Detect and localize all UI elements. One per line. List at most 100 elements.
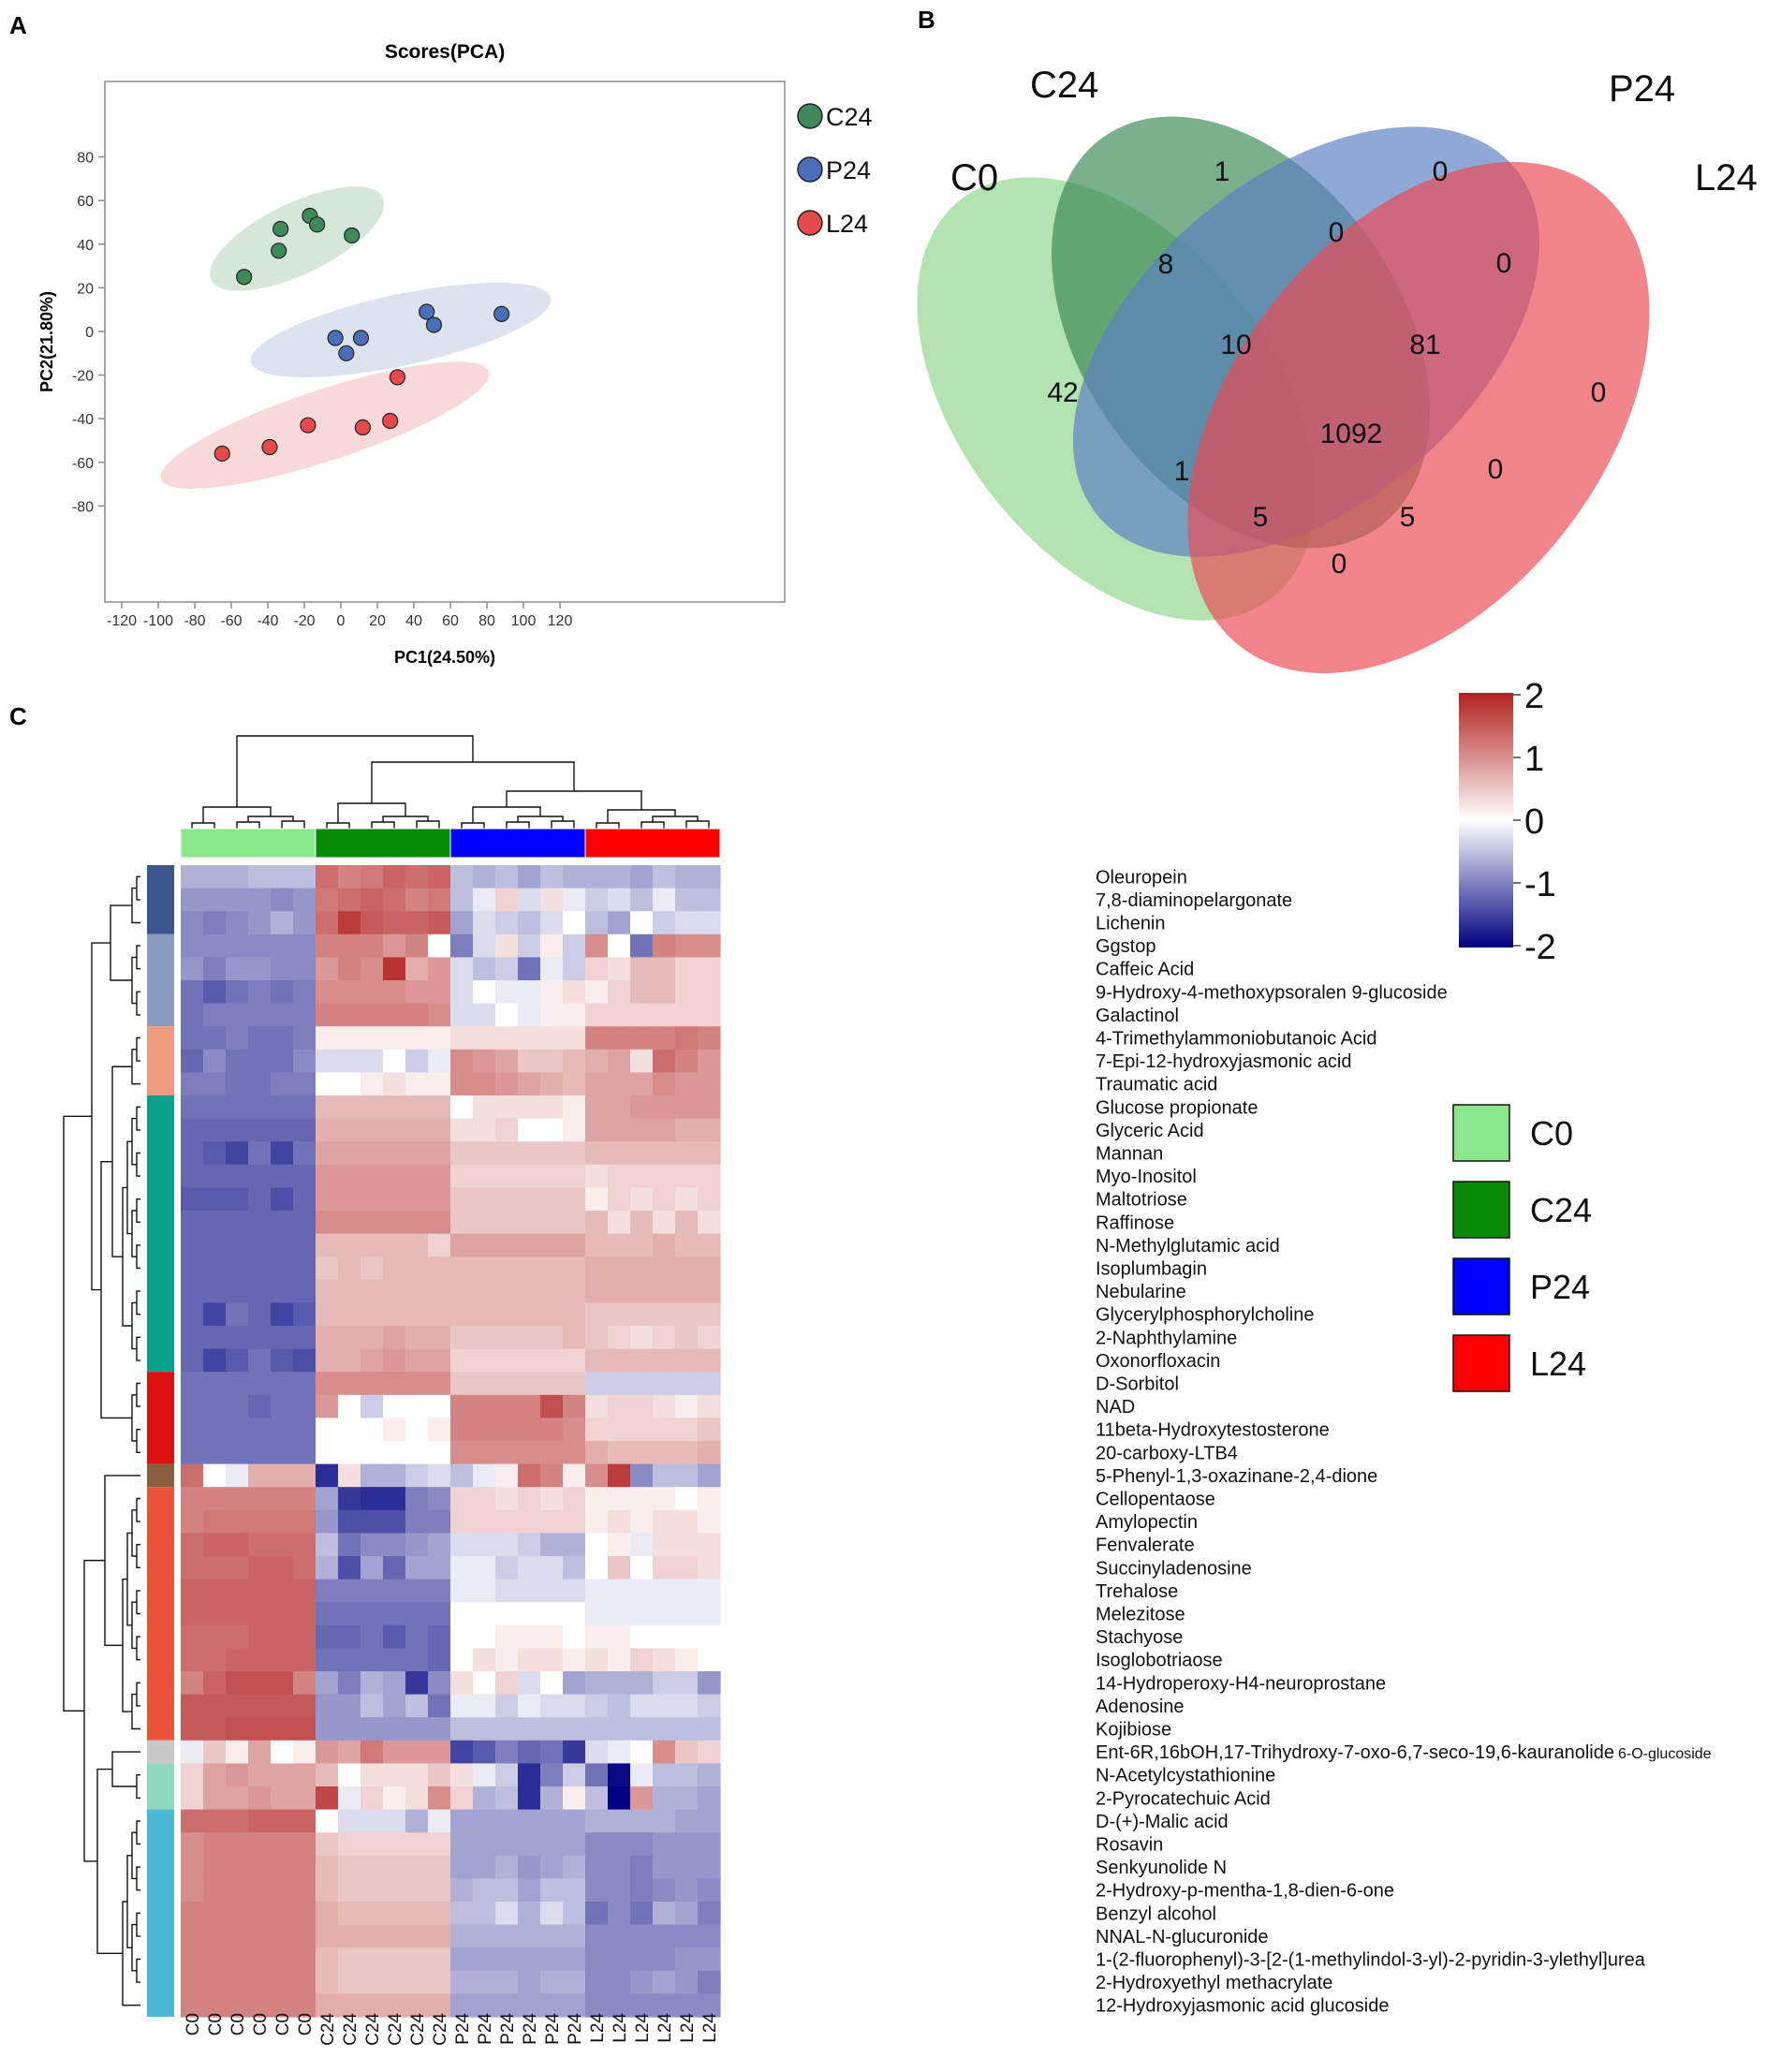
heatmap-cell	[653, 1441, 676, 1465]
heatmap-cell	[675, 1003, 699, 1027]
heatmap-cell	[608, 1418, 631, 1442]
heatmap-cell	[203, 1786, 227, 1811]
heatmap-cell	[698, 1579, 721, 1603]
heatmap-cell	[518, 1372, 541, 1396]
heatmap-cell	[630, 933, 654, 958]
heatmap-cell	[675, 1648, 699, 1672]
column-label: P24	[498, 2013, 518, 2045]
heatmap-cell	[203, 911, 227, 935]
heatmap-cell	[248, 1279, 272, 1303]
heatmap-cell	[608, 1141, 631, 1166]
heatmap-cell	[271, 1326, 294, 1350]
heatmap-cell	[450, 1855, 474, 1879]
heatmap-cell	[181, 1326, 204, 1350]
heatmap-cell	[630, 957, 654, 981]
heatmap-cell	[271, 1394, 294, 1418]
pca-legend-label-p24: P24	[826, 156, 871, 184]
heatmap-cell	[271, 1211, 294, 1235]
heatmap-cell	[653, 1602, 676, 1626]
heatmap-cell	[653, 1372, 676, 1396]
heatmap-cell	[540, 1141, 564, 1166]
heatmap-cell	[473, 1809, 496, 1833]
heatmap-cell	[585, 1095, 609, 1120]
heatmap-cell	[203, 1624, 227, 1649]
heatmap-cell	[405, 1624, 429, 1649]
heatmap-cell	[653, 1418, 676, 1442]
row-cluster-bar	[147, 1487, 174, 1741]
heatmap-cell	[248, 1072, 272, 1096]
heatmap-cell	[495, 1118, 519, 1142]
heatmap-cell	[495, 1509, 519, 1534]
heatmap-cell	[293, 1970, 316, 1994]
heatmap-cell	[361, 1993, 384, 2018]
heatmap-cell	[518, 1947, 541, 1972]
heatmap-cell	[405, 1809, 429, 1833]
column-labels: C0 C0 C0 C0 C0 C0 C24 C24 C24 C24 C24 C24 P24 P24 P24 P…	[184, 2013, 720, 2046]
heatmap-cell	[428, 1993, 451, 2018]
heatmap-cell	[316, 933, 339, 958]
heatmap-cell	[495, 1141, 519, 1166]
heatmap-cell	[428, 1556, 451, 1580]
heatmap-cell	[293, 1095, 316, 1120]
heatmap-cell	[675, 1902, 699, 1926]
heatmap-cell	[563, 1487, 586, 1511]
heatmap-cell	[608, 1095, 631, 1120]
heatmap-cell	[338, 1348, 361, 1373]
heatmap-cell	[271, 1832, 294, 1857]
heatmap-cell	[405, 1556, 429, 1580]
heatmap-cell	[428, 1487, 451, 1511]
heatmap-cell	[630, 1187, 654, 1212]
heatmap-cell	[316, 1233, 339, 1257]
row-label: Raffinose	[1096, 1212, 1174, 1233]
row-label: Ggstop	[1096, 936, 1155, 957]
heatmap-cell	[316, 1694, 339, 1718]
heatmap-cell	[450, 1187, 474, 1212]
heatmap-cell	[630, 1717, 654, 1741]
heatmap-cell	[608, 1579, 631, 1603]
heatmap-cell	[630, 1671, 654, 1696]
heatmap-cell	[316, 1326, 339, 1350]
heatmap-cell	[698, 1509, 721, 1534]
heatmap-cell	[698, 1671, 721, 1696]
heatmap-cell	[585, 1187, 609, 1212]
row-label: 4-Trimethylammoniobutanoic Acid	[1096, 1029, 1377, 1050]
heatmap-cell	[608, 1026, 631, 1051]
heatmap-cell	[518, 1026, 541, 1051]
heatmap-cell	[473, 1648, 496, 1672]
heatmap-cell	[428, 1348, 451, 1373]
heatmap-cell	[293, 957, 316, 981]
heatmap-cell	[653, 1832, 676, 1857]
heatmap-cell	[630, 1694, 654, 1718]
row-cluster-bar	[147, 1026, 174, 1095]
heatmap-cell	[383, 1049, 406, 1073]
heatmap-cell	[405, 1233, 429, 1257]
heatmap-cell	[405, 980, 429, 1005]
heatmap-cell	[271, 1302, 294, 1327]
venn-set-label-p24: P24	[1609, 68, 1675, 110]
heatmap-cell	[405, 1372, 429, 1396]
heatmap-cell	[653, 1118, 676, 1142]
heatmap-cell	[473, 1418, 496, 1442]
heatmap-cell	[518, 1279, 541, 1303]
heatmap-cell	[383, 888, 406, 912]
venn-ellipse-l24	[1187, 161, 1650, 674]
heatmap-cell	[226, 1072, 249, 1096]
heatmap-cell	[518, 1141, 541, 1166]
heatmap-cell	[495, 1049, 519, 1073]
heatmap-cell	[675, 1164, 699, 1188]
heatmap-cell	[293, 1372, 316, 1396]
heatmap-cell	[361, 1326, 384, 1350]
heatmap-cell	[293, 1556, 316, 1580]
heatmap-cell	[226, 1832, 249, 1857]
heatmap-cell	[428, 1624, 451, 1649]
heatmap-cell	[361, 1487, 384, 1511]
heatmap-cell	[450, 1809, 474, 1833]
heatmap-cell	[271, 1463, 294, 1488]
heatmap-cell	[316, 1164, 339, 1188]
heatmap-cell	[675, 1993, 699, 2018]
heatmap-cell	[361, 1372, 384, 1396]
heatmap-cell	[473, 1372, 496, 1396]
heatmap-cell	[675, 1072, 699, 1096]
heatmap-cell	[226, 1463, 249, 1488]
